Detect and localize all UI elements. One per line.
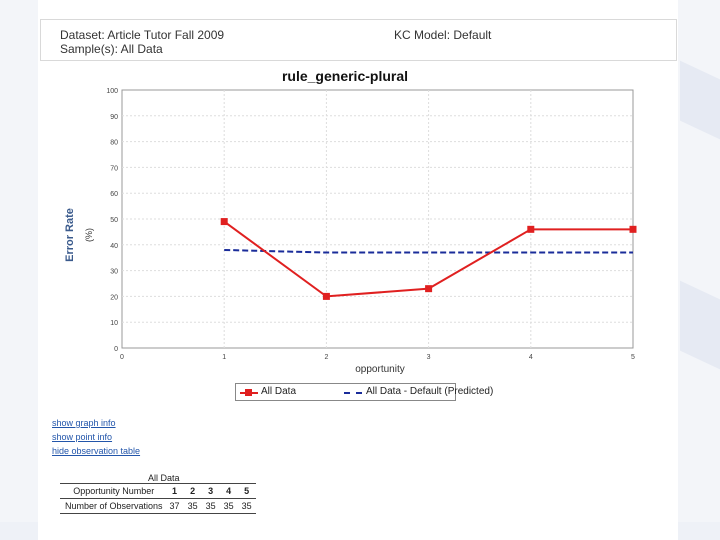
show-graph-info-link[interactable]: show graph info — [52, 418, 116, 428]
table-cell: 35 — [237, 498, 256, 514]
table-cell: 37 — [165, 498, 184, 514]
x-tick-label: 4 — [529, 354, 533, 361]
y-tick-label: 50 — [110, 217, 118, 224]
chart-title: rule_generic-plural — [281, 68, 409, 84]
show-point-info-link[interactable]: show point info — [52, 432, 113, 442]
x-tick-label: 3 — [427, 354, 431, 361]
x-tick-label: 1 — [222, 354, 226, 361]
predicted-series-line — [224, 248, 633, 254]
y-tick-label: 70 — [110, 165, 118, 172]
legend-swatch-predicted — [344, 392, 362, 394]
legend-label-predicted: All Data - Default (Predicted) — [366, 386, 494, 397]
legend-label-actual: All Data — [261, 386, 297, 397]
table-cell: 35 — [183, 498, 202, 514]
background-band — [0, 0, 38, 540]
x-tick-label: 2 — [324, 354, 328, 361]
table-cell: 3 — [201, 483, 220, 499]
data-point-marker — [322, 292, 330, 300]
table-cell: 35 — [219, 498, 238, 514]
y-tick-label: 40 — [110, 243, 118, 250]
observations-row: Number of Observations 37 35 35 35 35 — [60, 498, 256, 514]
x-tick-label: 0 — [120, 354, 124, 361]
dataset-name: Dataset: Article Tutor Fall 2009 — [60, 28, 225, 42]
data-point-marker — [629, 225, 637, 233]
table-cell: 35 — [201, 498, 220, 514]
observation-table: Opportunity Number 1 2 3 4 5 Number of O… — [60, 483, 256, 514]
observation-table-caption: All Data — [148, 473, 180, 483]
data-point-marker — [425, 285, 433, 293]
row-header: Number of Observations — [60, 498, 166, 514]
y-tick-label: 80 — [110, 140, 118, 147]
x-axis-label: opportunity — [355, 364, 405, 375]
x-tick-label: 5 — [631, 354, 635, 361]
y-tick-label: 0 — [114, 346, 118, 353]
dataset-header: Dataset: Article Tutor Fall 2009 Sample(… — [40, 19, 677, 61]
table-cell: 5 — [237, 483, 256, 499]
legend-marker-actual — [245, 389, 252, 396]
opportunity-row: Opportunity Number 1 2 3 4 5 — [60, 483, 256, 499]
table-cell: 1 — [165, 483, 184, 499]
kc-model-label: KC Model: Default — [394, 28, 492, 42]
y-tick-label: 20 — [110, 294, 118, 301]
y-tick-label: 30 — [110, 269, 118, 276]
data-point-marker — [220, 218, 228, 226]
table-cell: 4 — [219, 483, 238, 499]
table-cell: 2 — [183, 483, 202, 499]
y-tick-label: 10 — [110, 320, 118, 327]
samples-label: Sample(s): All Data — [60, 42, 163, 56]
hide-observation-table-link[interactable]: hide observation table — [52, 446, 141, 456]
row-header: Opportunity Number — [60, 483, 166, 499]
y-tick-label: 60 — [110, 191, 118, 198]
chart-legend: All Data All Data - Default (Predicted) — [235, 383, 493, 401]
y-tick-label: 90 — [110, 114, 118, 121]
data-point-marker — [527, 225, 535, 233]
y-tick-label: 100 — [106, 88, 118, 95]
